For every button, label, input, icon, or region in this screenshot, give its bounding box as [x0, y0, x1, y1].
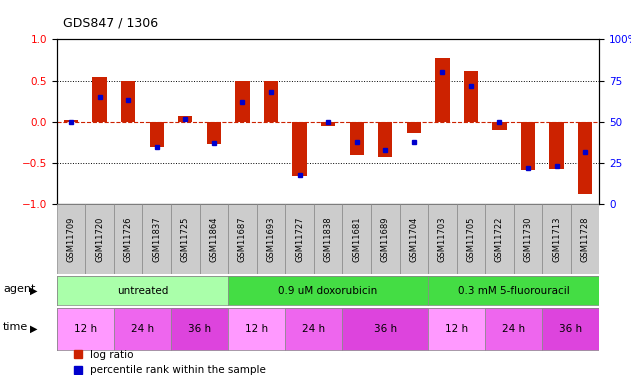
Bar [57, 204, 85, 274]
Text: GSM11722: GSM11722 [495, 216, 504, 262]
Text: GSM11728: GSM11728 [581, 216, 589, 262]
Text: GSM11713: GSM11713 [552, 216, 561, 262]
Bar [464, 71, 478, 122]
Text: GSM11864: GSM11864 [209, 216, 218, 262]
Text: GSM11838: GSM11838 [324, 216, 333, 262]
Text: GSM11720: GSM11720 [95, 216, 104, 262]
Bar [85, 204, 114, 274]
Text: agent: agent [3, 284, 35, 294]
Text: GSM11703: GSM11703 [438, 216, 447, 262]
Text: GSM11704: GSM11704 [410, 216, 418, 262]
Text: ▶: ▶ [30, 286, 37, 296]
Text: GSM11709: GSM11709 [67, 216, 76, 262]
Bar [314, 204, 343, 274]
Bar [264, 81, 278, 122]
Text: 12 h: 12 h [74, 324, 97, 334]
Legend: log ratio, percentile rank within the sample: log ratio, percentile rank within the sa… [69, 346, 270, 375]
Text: 36 h: 36 h [188, 324, 211, 334]
Bar [378, 122, 392, 158]
Bar [228, 276, 428, 305]
Bar [228, 308, 285, 350]
Bar [428, 276, 599, 305]
Bar [292, 122, 307, 176]
Text: 24 h: 24 h [302, 324, 326, 334]
Bar [435, 58, 449, 122]
Bar [114, 308, 171, 350]
Text: GSM11687: GSM11687 [238, 216, 247, 262]
Bar [371, 204, 399, 274]
Bar [485, 204, 514, 274]
Text: GSM11689: GSM11689 [380, 216, 390, 262]
Bar [428, 308, 485, 350]
Bar [199, 204, 228, 274]
Bar [578, 122, 593, 194]
Text: GSM11681: GSM11681 [352, 216, 361, 262]
Text: 0.9 uM doxorubicin: 0.9 uM doxorubicin [278, 286, 378, 296]
Text: 24 h: 24 h [502, 324, 526, 334]
Bar [514, 204, 542, 274]
Bar [550, 122, 563, 169]
Bar [228, 204, 257, 274]
Bar [521, 122, 535, 170]
Text: 24 h: 24 h [131, 324, 154, 334]
Text: GSM11730: GSM11730 [524, 216, 533, 262]
Bar [114, 204, 143, 274]
Bar [143, 204, 171, 274]
Bar [485, 308, 542, 350]
Bar [343, 308, 428, 350]
Bar [150, 122, 164, 147]
Text: ▶: ▶ [30, 324, 37, 334]
Text: 12 h: 12 h [245, 324, 268, 334]
Text: 0.3 mM 5-fluorouracil: 0.3 mM 5-fluorouracil [458, 286, 570, 296]
Bar [285, 204, 314, 274]
Bar [93, 76, 107, 122]
Bar [399, 204, 428, 274]
Bar [64, 120, 78, 122]
Bar [57, 276, 228, 305]
Bar [171, 308, 228, 350]
Text: GSM11726: GSM11726 [124, 216, 133, 262]
Bar [571, 204, 599, 274]
Text: GDS847 / 1306: GDS847 / 1306 [63, 17, 158, 30]
Bar [406, 122, 421, 133]
Bar [57, 308, 114, 350]
Text: time: time [3, 322, 28, 332]
Bar [285, 308, 343, 350]
Text: 12 h: 12 h [445, 324, 468, 334]
Bar [321, 122, 335, 126]
Bar [171, 204, 199, 274]
Text: GSM11693: GSM11693 [266, 216, 276, 262]
Bar [492, 122, 507, 130]
Bar [350, 122, 364, 155]
Bar [542, 308, 599, 350]
Text: GSM11725: GSM11725 [181, 216, 190, 262]
Bar [257, 204, 285, 274]
Bar [235, 81, 250, 122]
Text: untreated: untreated [117, 286, 168, 296]
Bar [428, 204, 457, 274]
Bar [343, 204, 371, 274]
Text: 36 h: 36 h [559, 324, 582, 334]
Text: GSM11705: GSM11705 [466, 216, 475, 262]
Bar [121, 81, 135, 122]
Bar [207, 122, 221, 144]
Text: GSM11837: GSM11837 [152, 216, 162, 262]
Text: GSM11727: GSM11727 [295, 216, 304, 262]
Bar [457, 204, 485, 274]
Bar [542, 204, 571, 274]
Bar [178, 116, 192, 122]
Text: 36 h: 36 h [374, 324, 397, 334]
